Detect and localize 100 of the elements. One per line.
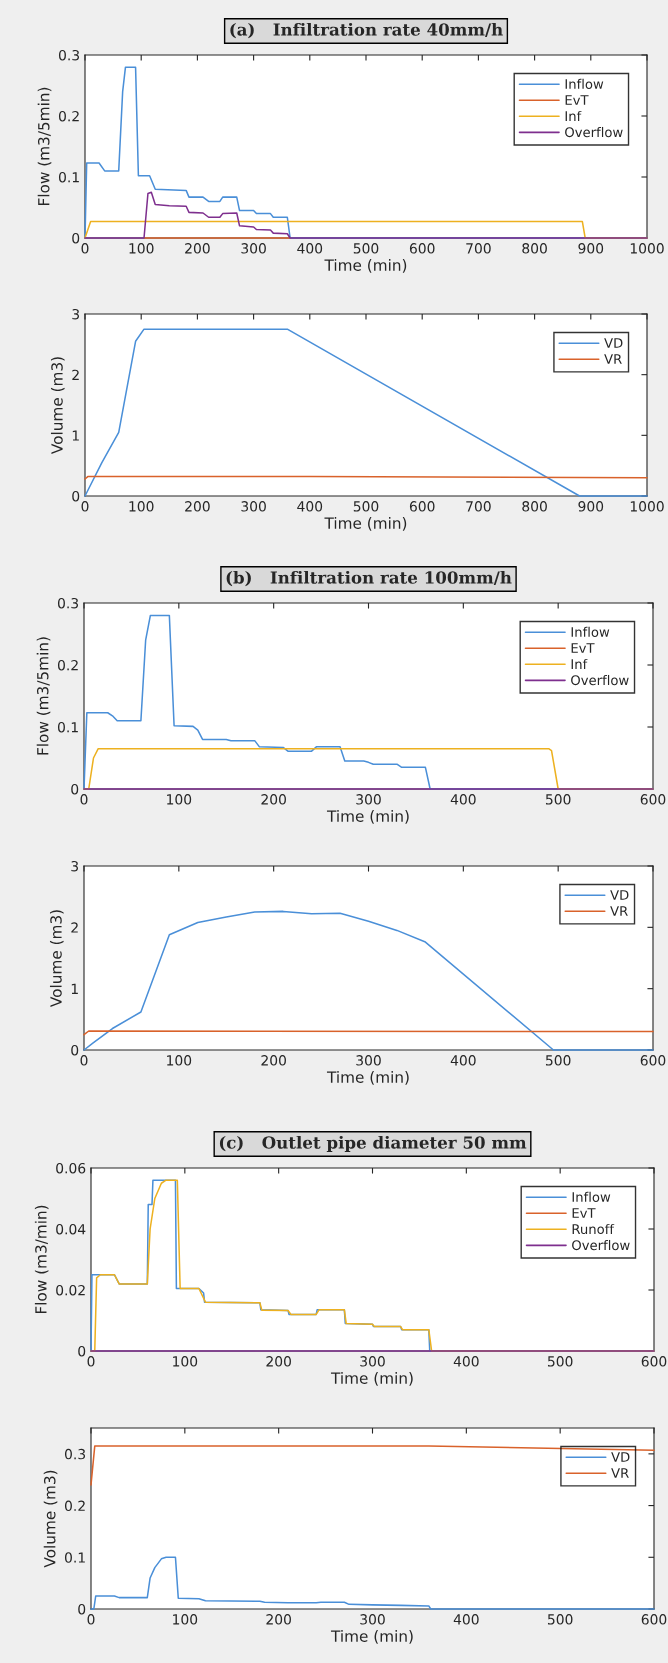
x-axis-title: Time (min): [324, 517, 407, 531]
x-axis-title: Time (min): [330, 1372, 413, 1386]
x-tick-label: 900: [578, 243, 604, 254]
x-tick-label: 300: [241, 243, 266, 254]
legend-label: Runoff: [572, 1223, 615, 1235]
x-tick-label: 100: [167, 1055, 192, 1066]
x-tick-label: 200: [185, 243, 210, 254]
y-tick-label: 0: [72, 490, 80, 502]
x-tick-label: 300: [356, 794, 381, 805]
y-tick-label: 0.02: [56, 1284, 85, 1296]
x-tick-label: 600: [409, 243, 435, 254]
x-tick-label: 100: [129, 243, 154, 254]
legend-label: VR: [611, 1468, 629, 1478]
y-axis-title: Volume (m3): [43, 1470, 58, 1568]
x-tick-label: 500: [353, 243, 379, 254]
x-tick-label: 600: [409, 501, 435, 512]
y-axis-title: Flow (m3/5min): [36, 637, 51, 755]
legend-label: Inflow: [572, 1191, 611, 1202]
legend-label: EvT: [571, 643, 595, 653]
legend-label: Inf: [565, 110, 582, 121]
x-tick-label: 200: [261, 794, 286, 805]
x-tick-label: 600: [641, 1614, 667, 1625]
y-tick-label: 0: [78, 1345, 86, 1357]
x-axis-title: Time (min): [330, 1630, 413, 1644]
x-tick-label: 300: [356, 1055, 381, 1066]
x-tick-label: 1000: [630, 243, 664, 254]
y-tick-label: 0.2: [58, 110, 79, 122]
x-tick-label: 300: [241, 501, 266, 512]
y-axis-title: Flow (m3/min): [34, 1205, 49, 1314]
x-tick-label: 500: [547, 1356, 573, 1367]
x-tick-label: 500: [547, 1614, 573, 1625]
chart-title: (a) Infiltration rate 40mm/h: [230, 22, 503, 39]
y-tick-label: 0.3: [58, 49, 80, 61]
x-tick-label: 100: [129, 501, 154, 512]
legend-label: Overflow: [565, 126, 623, 138]
legend-label: VR: [604, 354, 622, 364]
x-tick-label: 200: [261, 1055, 286, 1066]
x-tick-label: 500: [353, 501, 379, 512]
x-tick-label: 800: [522, 501, 547, 512]
y-tick-label: 0.1: [64, 1552, 85, 1563]
x-axis-title: Time (min): [324, 259, 407, 273]
x-tick-label: 900: [578, 501, 604, 512]
x-tick-label: 1000: [630, 501, 664, 512]
y-tick-label: 3: [71, 860, 79, 872]
y-tick-label: 2: [72, 369, 79, 380]
y-tick-label: 0.1: [57, 721, 78, 733]
y-tick-label: 0: [71, 1044, 79, 1056]
y-tick-label: 0.1: [58, 171, 79, 183]
y-tick-label: 0.04: [56, 1223, 86, 1235]
legend-label: VD: [611, 1452, 630, 1462]
x-tick-label: 800: [522, 243, 547, 254]
x-axis-title: Time (min): [326, 810, 409, 824]
x-tick-label: 500: [545, 794, 571, 805]
y-tick-label: 0: [71, 783, 79, 795]
x-tick-label: 100: [173, 1356, 198, 1367]
y-tick-label: 1: [71, 983, 78, 994]
legend-label: Inflow: [565, 78, 604, 89]
legend-label: EvT: [572, 1208, 596, 1218]
x-tick-label: 700: [466, 501, 491, 512]
y-tick-label: 0.3: [57, 597, 79, 609]
x-tick-label: 400: [450, 1055, 476, 1066]
y-axis-title: Flow (m3/5min): [37, 87, 52, 205]
x-axis-title: Time (min): [326, 1071, 409, 1085]
legend-label: Overflow: [571, 674, 629, 686]
x-tick-label: 300: [360, 1614, 385, 1625]
y-tick-label: 3: [72, 308, 80, 320]
x-tick-label: 400: [297, 501, 323, 512]
chart-title: (c) Outlet pipe diameter 50 mm: [219, 1135, 527, 1153]
x-tick-label: 0: [87, 1614, 95, 1625]
x-tick-label: 400: [453, 1614, 479, 1625]
x-tick-label: 0: [87, 1356, 95, 1367]
x-tick-label: 100: [173, 1614, 198, 1625]
x-tick-label: 600: [641, 1356, 667, 1367]
legend-label: Inflow: [571, 626, 610, 637]
y-axis-title: Volume (m3): [50, 357, 65, 454]
x-tick-label: 200: [266, 1356, 291, 1367]
x-tick-label: 600: [640, 794, 666, 805]
y-tick-label: 0.3: [64, 1448, 86, 1460]
x-tick-label: 600: [640, 1055, 666, 1066]
legend-label: EvT: [565, 95, 589, 105]
x-tick-label: 700: [466, 243, 491, 254]
legend-label: VD: [610, 890, 629, 900]
chart-title: (b) Infiltration rate 100mm/h: [226, 570, 512, 587]
legend-label: Inf: [571, 658, 588, 669]
y-tick-label: 1: [72, 430, 79, 441]
y-tick-label: 0: [72, 232, 80, 244]
legend-label: Overflow: [572, 1239, 630, 1251]
y-axis-title: Volume (m3): [49, 910, 64, 1007]
x-tick-label: 400: [297, 243, 323, 254]
legend-label: VD: [604, 338, 623, 348]
legend-label: VR: [610, 906, 628, 916]
y-tick-label: 0.2: [57, 659, 78, 671]
y-tick-label: 0.2: [64, 1500, 85, 1512]
x-tick-label: 200: [185, 501, 210, 512]
x-tick-label: 200: [266, 1614, 291, 1625]
y-tick-label: 0: [78, 1603, 86, 1615]
y-tick-label: 2: [71, 922, 78, 933]
x-tick-label: 400: [453, 1356, 479, 1367]
y-tick-label: 0.06: [56, 1162, 86, 1174]
x-tick-label: 500: [545, 1055, 571, 1066]
